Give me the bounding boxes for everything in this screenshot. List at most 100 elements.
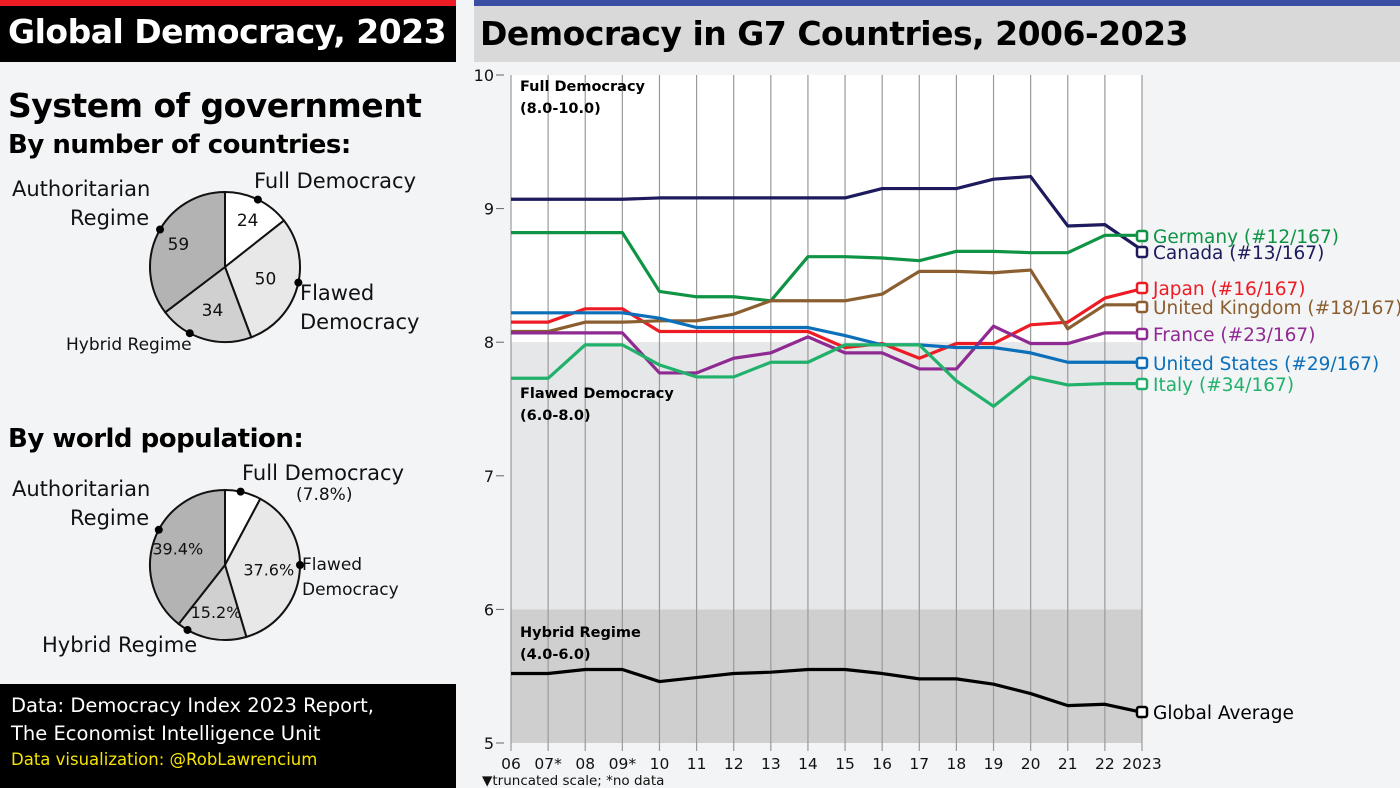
pie-chart-population: 37.6% 15.2% 39.4% — [149, 487, 304, 641]
band-label: Full Democracy — [520, 79, 646, 95]
pie2-label-flawed-2: Democracy — [302, 580, 399, 600]
band-flawed-democracy — [511, 342, 1142, 610]
leader-dot — [236, 487, 245, 496]
band-label: Flawed Democracy — [520, 386, 674, 402]
leader-dot — [294, 278, 303, 287]
pie1-label-hybrid: Hybrid Regime — [66, 335, 192, 355]
x-tick-label: 21 — [1058, 755, 1078, 773]
source-footer: Data: Democracy Index 2023 Report, The E… — [0, 684, 456, 788]
legend-marker-icon — [1135, 300, 1149, 314]
band-full-democracy — [511, 75, 1142, 343]
pie1-label-flawed-1: Flawed — [300, 281, 375, 305]
pie-slice-flawed-democracy — [223, 497, 301, 639]
x-tick-label: 14 — [798, 755, 818, 773]
pie2-label-authoritarian-2: Regime — [70, 506, 150, 530]
legend-label-france: France (#23/167) — [1153, 325, 1315, 346]
chart-title: Democracy in G7 Countries, 2006-2023 — [480, 14, 1189, 53]
pie-value-label: 15.2% — [191, 603, 242, 622]
pie1-label-authoritarian-1: Authoritarian — [12, 177, 151, 201]
pie-slice-flawed-democracy — [223, 219, 301, 339]
x-tick-label: 13 — [761, 755, 781, 773]
series-line-france — [511, 324, 1142, 375]
pie-chart-countries: 24 50 34 59 — [149, 190, 303, 343]
legend-label-japan: Japan (#16/167) — [1152, 279, 1306, 300]
series-line-canada — [511, 174, 1143, 252]
pie-value-label: 24 — [237, 211, 259, 231]
x-tick-label: 11 — [687, 755, 707, 773]
leader-dot — [296, 561, 304, 569]
legend-marker-icon — [1135, 327, 1149, 341]
band-hybrid-regime — [511, 609, 1142, 743]
series-line-united-states — [511, 311, 1142, 364]
legend-marker-icon — [1135, 705, 1149, 719]
series-line-germany — [511, 231, 1142, 303]
legend-marker-icon — [1135, 245, 1149, 259]
legend-label-canada: Canada (#13/167) — [1153, 243, 1324, 264]
band-range-label: (8.0-10.0) — [520, 101, 601, 117]
accent-bar — [474, 0, 1400, 6]
source-line-2: The Economist Intelligence Unit — [11, 722, 321, 745]
y-tick-label: 6 — [484, 600, 494, 619]
x-tick-label: 16 — [872, 755, 892, 773]
left-panel: Global Democracy, 2023 System of governm… — [0, 0, 456, 788]
x-tick-label: 06 — [501, 755, 521, 773]
x-tick-label: 15 — [835, 755, 855, 773]
panel-title: Global Democracy, 2023 — [8, 12, 447, 51]
pie-value-label: 50 — [255, 269, 277, 289]
pie1-subtitle: By number of countries: — [8, 130, 351, 160]
leader-dot — [154, 525, 163, 534]
y-tick-label: 9 — [484, 200, 494, 219]
legend-label-italy: Italy (#34/167) — [1153, 375, 1294, 396]
pie2-label-flawed-1: Flawed — [302, 555, 363, 575]
legend-marker-icon — [1135, 377, 1149, 391]
source-line-1: Data: Democracy Index 2023 Report, — [11, 694, 374, 717]
x-tick-label: 2023 — [1122, 755, 1161, 773]
pie-slice-authoritarian-regime — [149, 488, 226, 626]
pie1-label-flawed-2: Democracy — [300, 310, 420, 334]
title-bar: Global Democracy, 2023 — [0, 6, 456, 62]
series-line-italy — [511, 343, 1142, 408]
y-tick-label: 8 — [484, 333, 494, 352]
credit-line: Data visualization: @RobLawrencium — [11, 750, 318, 769]
pie-value-label: 34 — [202, 301, 224, 321]
title-bar: Democracy in G7 Countries, 2006-2023 — [474, 6, 1400, 62]
legend-marker-icon — [1135, 281, 1149, 295]
x-tick-label: 09* — [609, 755, 637, 773]
leader-dot — [185, 329, 194, 338]
pie2-label-hybrid: Hybrid Regime — [42, 633, 198, 657]
leader-dot — [253, 195, 262, 204]
y-tick-label: 7 — [484, 467, 494, 486]
pie-value-label: 39.4% — [152, 540, 203, 559]
footnote: ▼truncated scale; *no data — [482, 773, 664, 788]
pie2-label-authoritarian-1: Authoritarian — [12, 477, 151, 501]
x-tick-label: 10 — [650, 755, 670, 773]
legend-label-germany: Germany (#12/167) — [1153, 227, 1339, 248]
leader-dot — [183, 625, 192, 634]
x-tick-label: 08 — [575, 755, 595, 773]
x-tick-label: 07* — [534, 755, 562, 773]
x-tick-label: 22 — [1095, 755, 1115, 773]
series-line-global-average — [511, 667, 1143, 714]
section-heading: System of government — [8, 86, 422, 125]
x-tick-label: 17 — [909, 755, 929, 773]
legend-marker-icon — [1135, 356, 1149, 370]
x-tick-label: 19 — [984, 755, 1004, 773]
accent-bar — [0, 0, 456, 6]
pie1-label-full: Full Democracy — [254, 169, 417, 193]
pie1-label-authoritarian-2: Regime — [70, 206, 150, 230]
series-line-japan — [511, 287, 1143, 360]
x-tick-label: 18 — [947, 755, 967, 773]
legend-label-united-states: United States (#29/167) — [1153, 354, 1379, 375]
pie2-subtitle: By world population: — [8, 424, 304, 454]
legend-label-united-kingdom: United Kingdom (#18/167) — [1153, 298, 1400, 319]
y-tick-label: 10 — [474, 66, 494, 85]
pie-value-label: 37.6% — [243, 560, 294, 579]
pie-slice-hybrid-regime — [177, 562, 248, 641]
pie-value-label: 59 — [168, 235, 190, 255]
band-label: Hybrid Regime — [520, 625, 641, 641]
band-range-label: (6.0-8.0) — [520, 408, 591, 424]
x-tick-label: 12 — [724, 755, 744, 773]
leader-dot — [156, 225, 165, 234]
right-panel: Democracy in G7 Countries, 2006-2023 5 6 7… — [474, 0, 1400, 788]
